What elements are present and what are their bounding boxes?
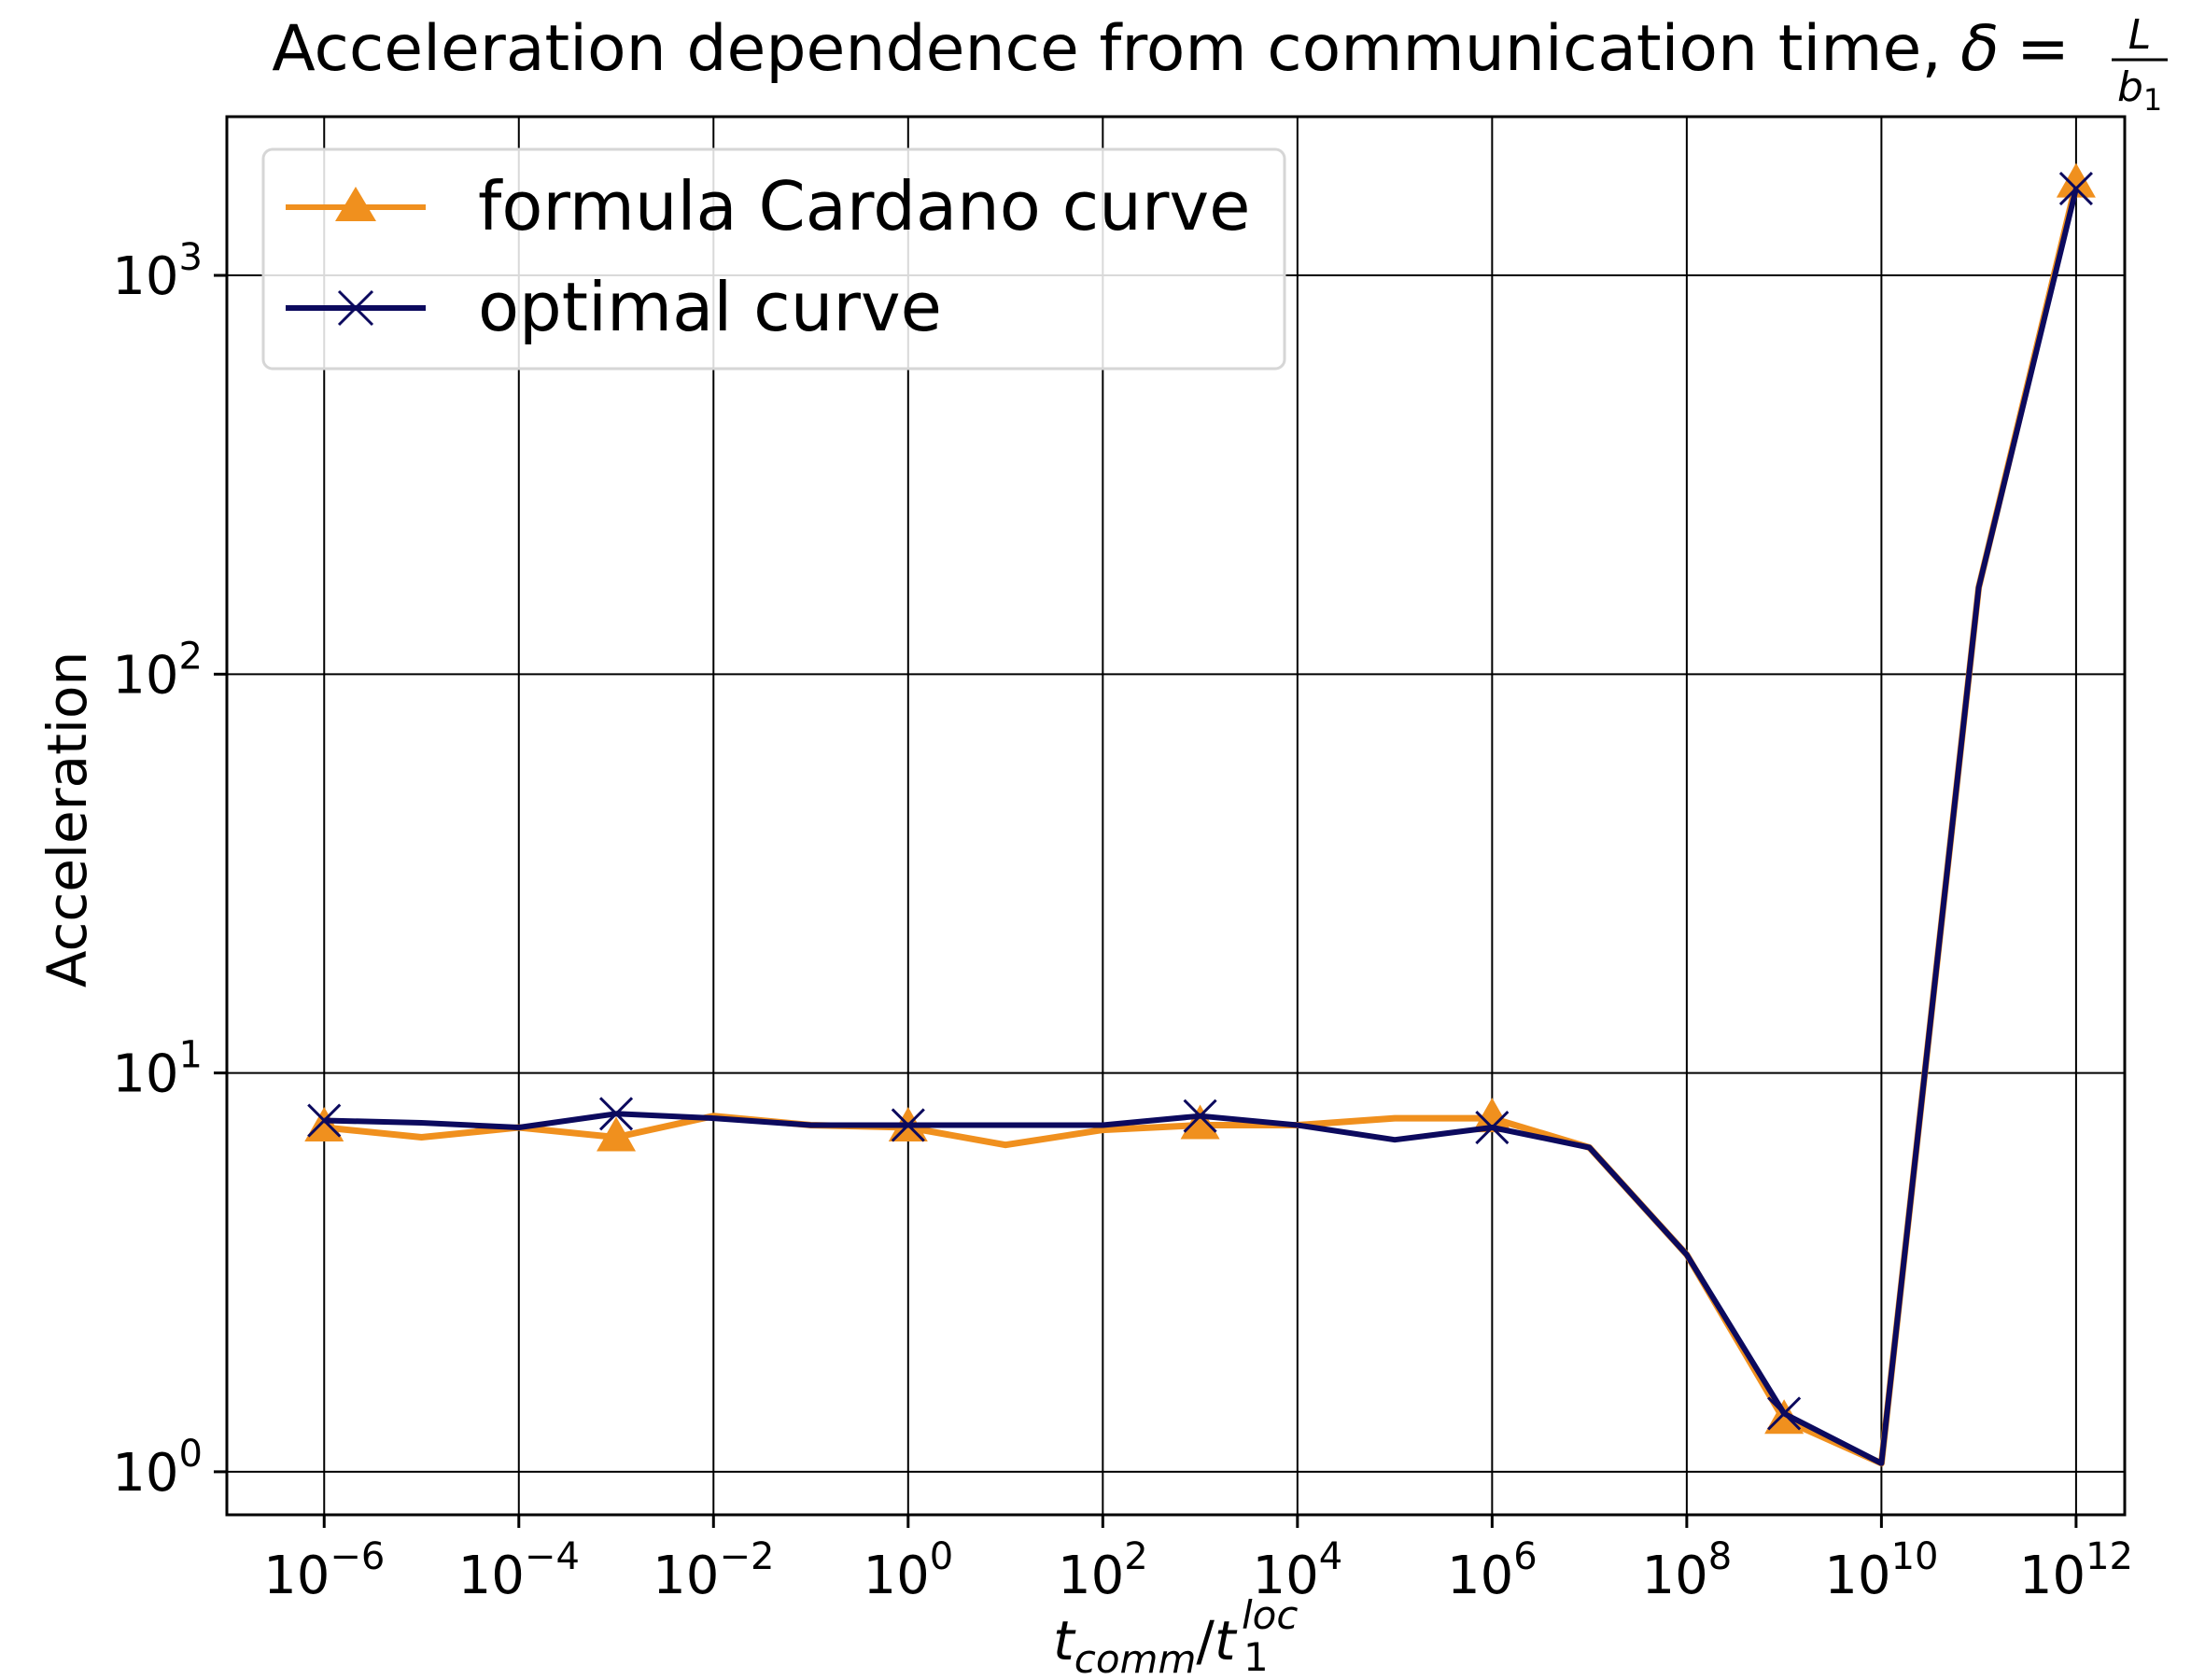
x-axis-label: tcomm/t loc 1 xyxy=(1053,1592,1298,1680)
title-delta: δ xyxy=(1960,12,2000,86)
x-tick-label: 106 xyxy=(1447,1535,1538,1606)
legend-marker-triangle-icon xyxy=(335,187,376,221)
xlabel-base: t xyxy=(1053,1609,1076,1673)
data-point-x xyxy=(1767,1396,1802,1431)
chart-title-group: Acceleration dependence from communicati… xyxy=(272,11,2168,118)
data-point-triangle xyxy=(1472,1098,1512,1133)
xlabel-base2: t xyxy=(1215,1609,1238,1673)
legend-label-optimal: optimal curve xyxy=(478,268,942,346)
data-point-x xyxy=(598,1097,634,1131)
data-point-x xyxy=(1183,1099,1217,1133)
x-axis-ticks: 10−6 10−4 10−2 100 102 104 106 108 1010 1012 xyxy=(263,1515,2133,1606)
legend: formula Cardano curve optimal curve xyxy=(261,147,1286,371)
legend-box xyxy=(261,147,1286,371)
x-tick-label: 108 xyxy=(1642,1535,1733,1606)
data-point-x xyxy=(307,1103,342,1138)
title-denominator-sub: 1 xyxy=(2143,82,2162,118)
plot-frame xyxy=(225,115,2127,1517)
x-tick-label: 1010 xyxy=(1824,1535,1938,1606)
x-tick-label: 104 xyxy=(1252,1535,1342,1606)
y-tick-label: 102 xyxy=(112,635,203,706)
title-denominator: b xyxy=(2117,63,2143,111)
y-tick-label: 101 xyxy=(112,1034,203,1105)
svg-text:tcomm/t: tcomm/t xyxy=(1053,1609,1238,1676)
x-tick-label: 10−2 xyxy=(653,1535,774,1606)
y-axis-label: Acceleration xyxy=(35,651,99,987)
data-point-triangle xyxy=(597,1116,637,1152)
y-tick-label: 103 xyxy=(112,236,203,307)
xlabel-sup2: loc xyxy=(1242,1592,1298,1638)
legend-entry-cardano: formula Cardano curve xyxy=(286,167,1250,245)
title-numerator: L xyxy=(2128,11,2152,59)
data-series xyxy=(304,162,2096,1467)
legend-label-cardano: formula Cardano curve xyxy=(478,167,1250,245)
y-axis-ticks: 100 101 102 103 xyxy=(112,236,227,1504)
series-optimal xyxy=(307,172,2093,1466)
legend-entry-optimal: optimal curve xyxy=(286,268,942,346)
data-point-x xyxy=(2058,172,2093,206)
title-equals: = xyxy=(2016,12,2070,86)
xlabel-sub2: 1 xyxy=(1243,1634,1269,1676)
data-point-triangle xyxy=(304,1107,344,1142)
data-point-x xyxy=(891,1108,925,1142)
legend-marker-x-icon xyxy=(337,289,374,327)
x-tick-label: 10−6 xyxy=(263,1535,385,1606)
data-point-x xyxy=(1475,1110,1510,1145)
y-tick-label: 100 xyxy=(112,1433,203,1504)
x-tick-label: 100 xyxy=(863,1535,953,1606)
x-tick-label: 1012 xyxy=(2019,1535,2133,1606)
data-point-triangle xyxy=(2056,162,2096,198)
x-tick-label: 10−4 xyxy=(458,1535,580,1606)
x-tick-label: 102 xyxy=(1058,1535,1148,1606)
xlabel-sub: comm xyxy=(1074,1636,1197,1676)
xlabel-slash: / xyxy=(1196,1609,1215,1673)
chart-title: Acceleration dependence from communicati… xyxy=(272,12,1942,86)
data-point-triangle xyxy=(1180,1104,1220,1140)
